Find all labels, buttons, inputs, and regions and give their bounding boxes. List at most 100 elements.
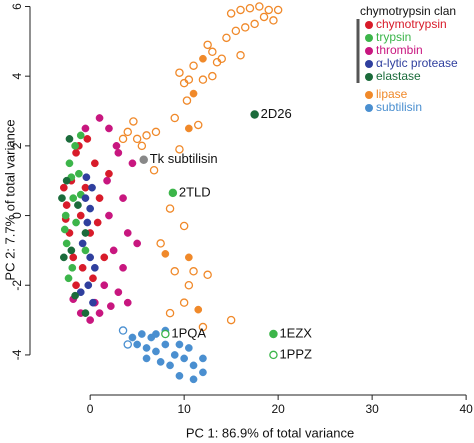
point [137,141,147,151]
point [184,253,193,262]
point [112,142,121,150]
point [86,316,95,324]
legend-label: trypsin [376,30,411,44]
annotation: Tk subtilisin [150,151,218,166]
legend-label: elastase [376,69,421,83]
point [106,302,115,310]
point [100,253,109,262]
point [152,347,160,356]
point [81,229,90,237]
point [58,194,66,202]
point [189,89,198,98]
point [198,322,208,332]
point [82,173,91,182]
point [236,51,245,60]
point [182,96,192,105]
point [59,253,68,262]
point [240,23,250,32]
annotated-point [139,155,148,165]
point [62,176,71,185]
point [236,5,245,15]
point [255,2,264,11]
legend-marker [365,34,373,42]
point [78,263,87,272]
point [65,159,74,168]
point [142,354,151,363]
point [65,135,74,143]
y-tick-label: 0 [10,212,24,219]
point [259,12,269,22]
point [89,298,97,307]
point [103,176,111,185]
point [137,330,146,338]
point [226,9,236,18]
point [89,274,97,283]
annotated-point [269,350,278,360]
point [60,225,69,234]
x-tick-label: 0 [87,402,94,416]
point [123,298,132,307]
legend-label: thrombin [376,43,423,57]
point [74,201,82,209]
legend-label: lipase [376,87,408,101]
annotation: 1EZX [279,325,312,340]
point [119,263,127,272]
legend-marker [365,104,373,112]
point [75,169,83,178]
point [62,201,71,209]
point [76,211,85,220]
y-tick-label: 2 [10,142,24,149]
x-tick-label: 40 [459,402,473,416]
point [105,169,113,178]
point [179,221,189,231]
point [156,239,165,248]
point [72,281,80,290]
point [61,211,70,220]
point [105,124,113,133]
point [184,124,193,133]
point [83,135,92,143]
point [152,330,160,338]
point [95,309,104,317]
point [71,142,79,150]
legend-label: chymotrypsin [376,17,447,31]
point [133,340,142,349]
legend-marker [365,91,373,99]
point [199,368,207,377]
point [198,75,208,84]
point [161,340,170,349]
point [189,375,198,384]
point [180,354,188,363]
point [95,194,104,202]
point [179,298,189,307]
point [142,131,151,140]
point [69,194,78,202]
point [123,127,133,137]
point [175,340,184,349]
point [149,166,159,175]
point [78,239,87,248]
point [161,250,170,258]
point [123,340,133,349]
point [170,267,179,276]
point [59,183,68,192]
point [114,288,123,297]
point [264,5,273,15]
point [132,134,142,144]
point [84,281,93,290]
point [105,211,113,220]
point [165,204,175,213]
x-tick-label: 20 [271,402,285,416]
annotated-point [269,329,278,339]
legend-marker [365,47,373,55]
point [184,280,194,290]
point [83,218,92,227]
point [72,148,80,157]
point [93,218,102,227]
legend-marker [365,73,373,81]
point [208,47,217,57]
point [100,281,109,290]
point [226,315,236,325]
point [67,246,76,255]
annotated-point [250,110,259,119]
